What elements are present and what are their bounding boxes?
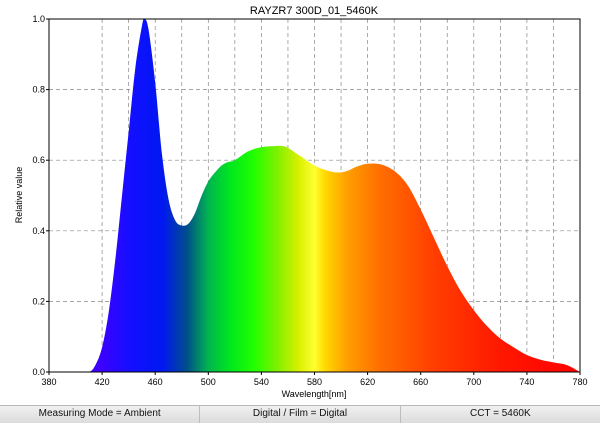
x-tick-label: 740	[519, 377, 534, 387]
x-tick-label: 700	[466, 377, 481, 387]
x-tick-label: 780	[572, 377, 587, 387]
y-tick-labels: 0.0 0.2 0.4 0.6 0.8 1.0	[32, 14, 49, 377]
y-tick-label: 1.0	[32, 14, 45, 24]
x-tick-label: 420	[95, 377, 110, 387]
y-tick-label: 0.2	[32, 296, 45, 306]
y-tick-label: 0.4	[32, 226, 45, 236]
y-tick-label: 0.6	[32, 155, 45, 165]
x-axis-label: Wavelength[nm]	[282, 389, 347, 399]
y-axis-label: Relative value	[14, 167, 24, 224]
x-tick-label: 620	[360, 377, 375, 387]
chart-title: RAYZR7 300D_01_5460K	[250, 5, 379, 17]
x-tick-label: 460	[148, 377, 163, 387]
x-tick-label: 580	[307, 377, 322, 387]
y-tick-label: 0.8	[32, 85, 45, 95]
x-tick-label: 540	[254, 377, 269, 387]
x-tick-label: 500	[201, 377, 216, 387]
measuring-mode-status: Measuring Mode = Ambient	[0, 406, 200, 423]
status-bar: Measuring Mode = Ambient Digital / Film …	[0, 405, 600, 423]
y-tick-label: 0.0	[32, 367, 45, 377]
cct-status: CCT = 5460K	[399, 406, 600, 423]
x-tick-label: 380	[41, 377, 56, 387]
x-tick-labels: 380 420 460 500 540 580 620 660 700 740 780	[41, 372, 588, 387]
x-tick-label: 660	[413, 377, 428, 387]
digital-film-status: Digital / Film = Digital	[199, 406, 400, 423]
spectrum-area	[49, 18, 580, 372]
spectrum-chart: RAYZR7 300D_01_5460K 380 420 460 500 540 580 6…	[14, 5, 588, 399]
